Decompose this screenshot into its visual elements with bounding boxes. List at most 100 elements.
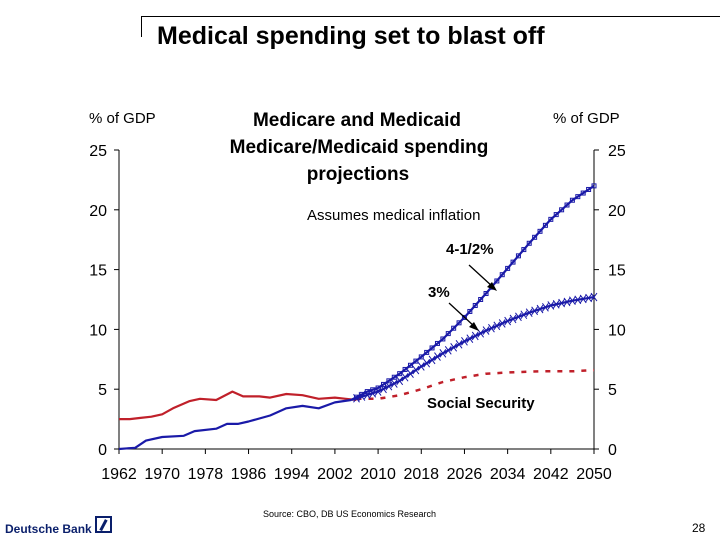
series-point-marker [575,194,581,200]
labels-group: % of GDP % of GDP Medicare and Medicaid … [89,110,620,412]
series-point-marker [461,337,468,346]
annotation-social-security: Social Security [427,395,535,412]
series-point-marker [563,297,571,307]
series-point-marker [559,207,565,213]
series-point-marker [385,381,393,391]
series-point-marker [450,343,458,352]
y-tick-label-right: 5 [608,382,617,399]
series-point-marker [553,212,559,218]
y-tick-label-left: 5 [98,382,107,399]
series-point-marker [466,334,474,343]
series-point-marker [537,228,543,234]
series-line-1 [356,368,595,401]
series-point-marker [363,390,371,400]
chart-title-line-1: Medicare and Medicaid [253,110,461,131]
chart-title-line-3: projections [307,164,409,185]
series-point-marker [498,319,506,328]
series-point-marker [391,374,397,380]
series-point-marker [396,376,404,386]
series-point-marker [521,247,527,253]
x-tick-label: 2042 [533,466,569,483]
series-point-marker [444,346,452,355]
series-point-marker [482,326,490,335]
series-line-2 [118,398,352,451]
deutsche-bank-logo-icon [95,516,112,533]
x-tick-label: 1994 [274,466,310,483]
x-tick-label: 2010 [360,466,396,483]
series-point-marker [580,190,586,196]
series-point-marker [434,352,441,361]
series-point-marker [547,301,555,310]
arrow-3-percent-head [469,322,479,331]
series-point-marker [483,291,489,297]
slide-title: Medical spending set to blast off [157,22,545,50]
x-tick-label: 1962 [101,466,137,483]
arrow-4-5-percent-line [468,264,494,288]
series-point-marker [358,392,366,401]
series-point-marker [542,302,549,312]
y-tick-label-left: 10 [89,322,107,339]
series-point-marker [455,340,463,349]
annotation-4-5-percent: 4-1/2% [446,241,494,258]
annotation-assumes-medical-inflation: Assumes medical inflation [307,207,480,224]
series-point-marker [434,340,440,346]
y-tick-label-left: 15 [89,263,107,280]
series-point-marker [407,369,414,378]
series-point-marker [440,336,446,342]
axes: 0 0 5 5 10 10 15 15 20 20 25 25 1962 1970 1978 1986 1994… [89,143,626,483]
series-point-marker [488,323,495,333]
series-point-marker [532,234,538,240]
title-bracket-decoration [141,16,720,37]
series-point-marker [417,362,425,371]
series-point-marker [558,298,566,308]
series-point-marker [428,355,436,365]
series-point-marker [369,388,377,398]
series-point-marker [353,393,360,403]
series-point-marker [525,308,533,317]
y-tick-label-left: 0 [98,442,107,459]
series-point-marker [424,349,430,355]
series-point-marker [456,320,462,326]
series-point-marker [591,183,597,189]
series-point-marker [412,365,420,375]
series-point-marker [478,297,484,302]
series-point-marker [493,321,501,331]
series-point-marker [520,310,528,320]
y-axis-label-left: % of GDP [89,110,156,127]
series-point-marker [509,314,517,324]
series-point-marker [413,358,419,364]
y-tick-label-left: 20 [89,203,107,220]
series-point-marker [429,345,435,351]
series-point-marker [472,302,478,308]
series-point-marker [504,316,512,326]
series-point-marker [574,295,582,305]
series-point-marker [494,278,500,284]
x-tick-label: 2034 [490,466,526,483]
series-point-marker [505,265,511,271]
y-tick-label-left: 25 [89,143,107,160]
page-number: 28 [692,521,706,535]
y-tick-label-right: 0 [608,442,617,459]
series-group [118,183,598,451]
series-point-marker [569,296,576,305]
chart-title-line-2: Medicare/Medicaid spending [230,137,489,158]
source-note: Source: CBO, DB US Economics Research [263,509,437,519]
annotation-3-percent: 3% [428,284,450,301]
series-line-0 [119,390,357,421]
series-point-marker [515,253,521,259]
series-point-marker [380,381,386,387]
series-point-marker [380,384,387,394]
x-tick-label: 1970 [144,466,180,483]
x-tick-label: 2026 [447,466,483,483]
y-axis-label-right: % of GDP [553,110,620,127]
series-point-marker [418,354,424,360]
series-point-marker [401,372,409,382]
series-point-marker [386,378,392,384]
series-point-marker [397,371,403,377]
arrow-3-percent-line [448,302,476,328]
y-tick-label-right: 25 [608,143,626,160]
x-tick-label: 2018 [403,466,439,483]
y-tick-label-right: 15 [608,263,626,280]
series-point-marker [552,299,560,309]
